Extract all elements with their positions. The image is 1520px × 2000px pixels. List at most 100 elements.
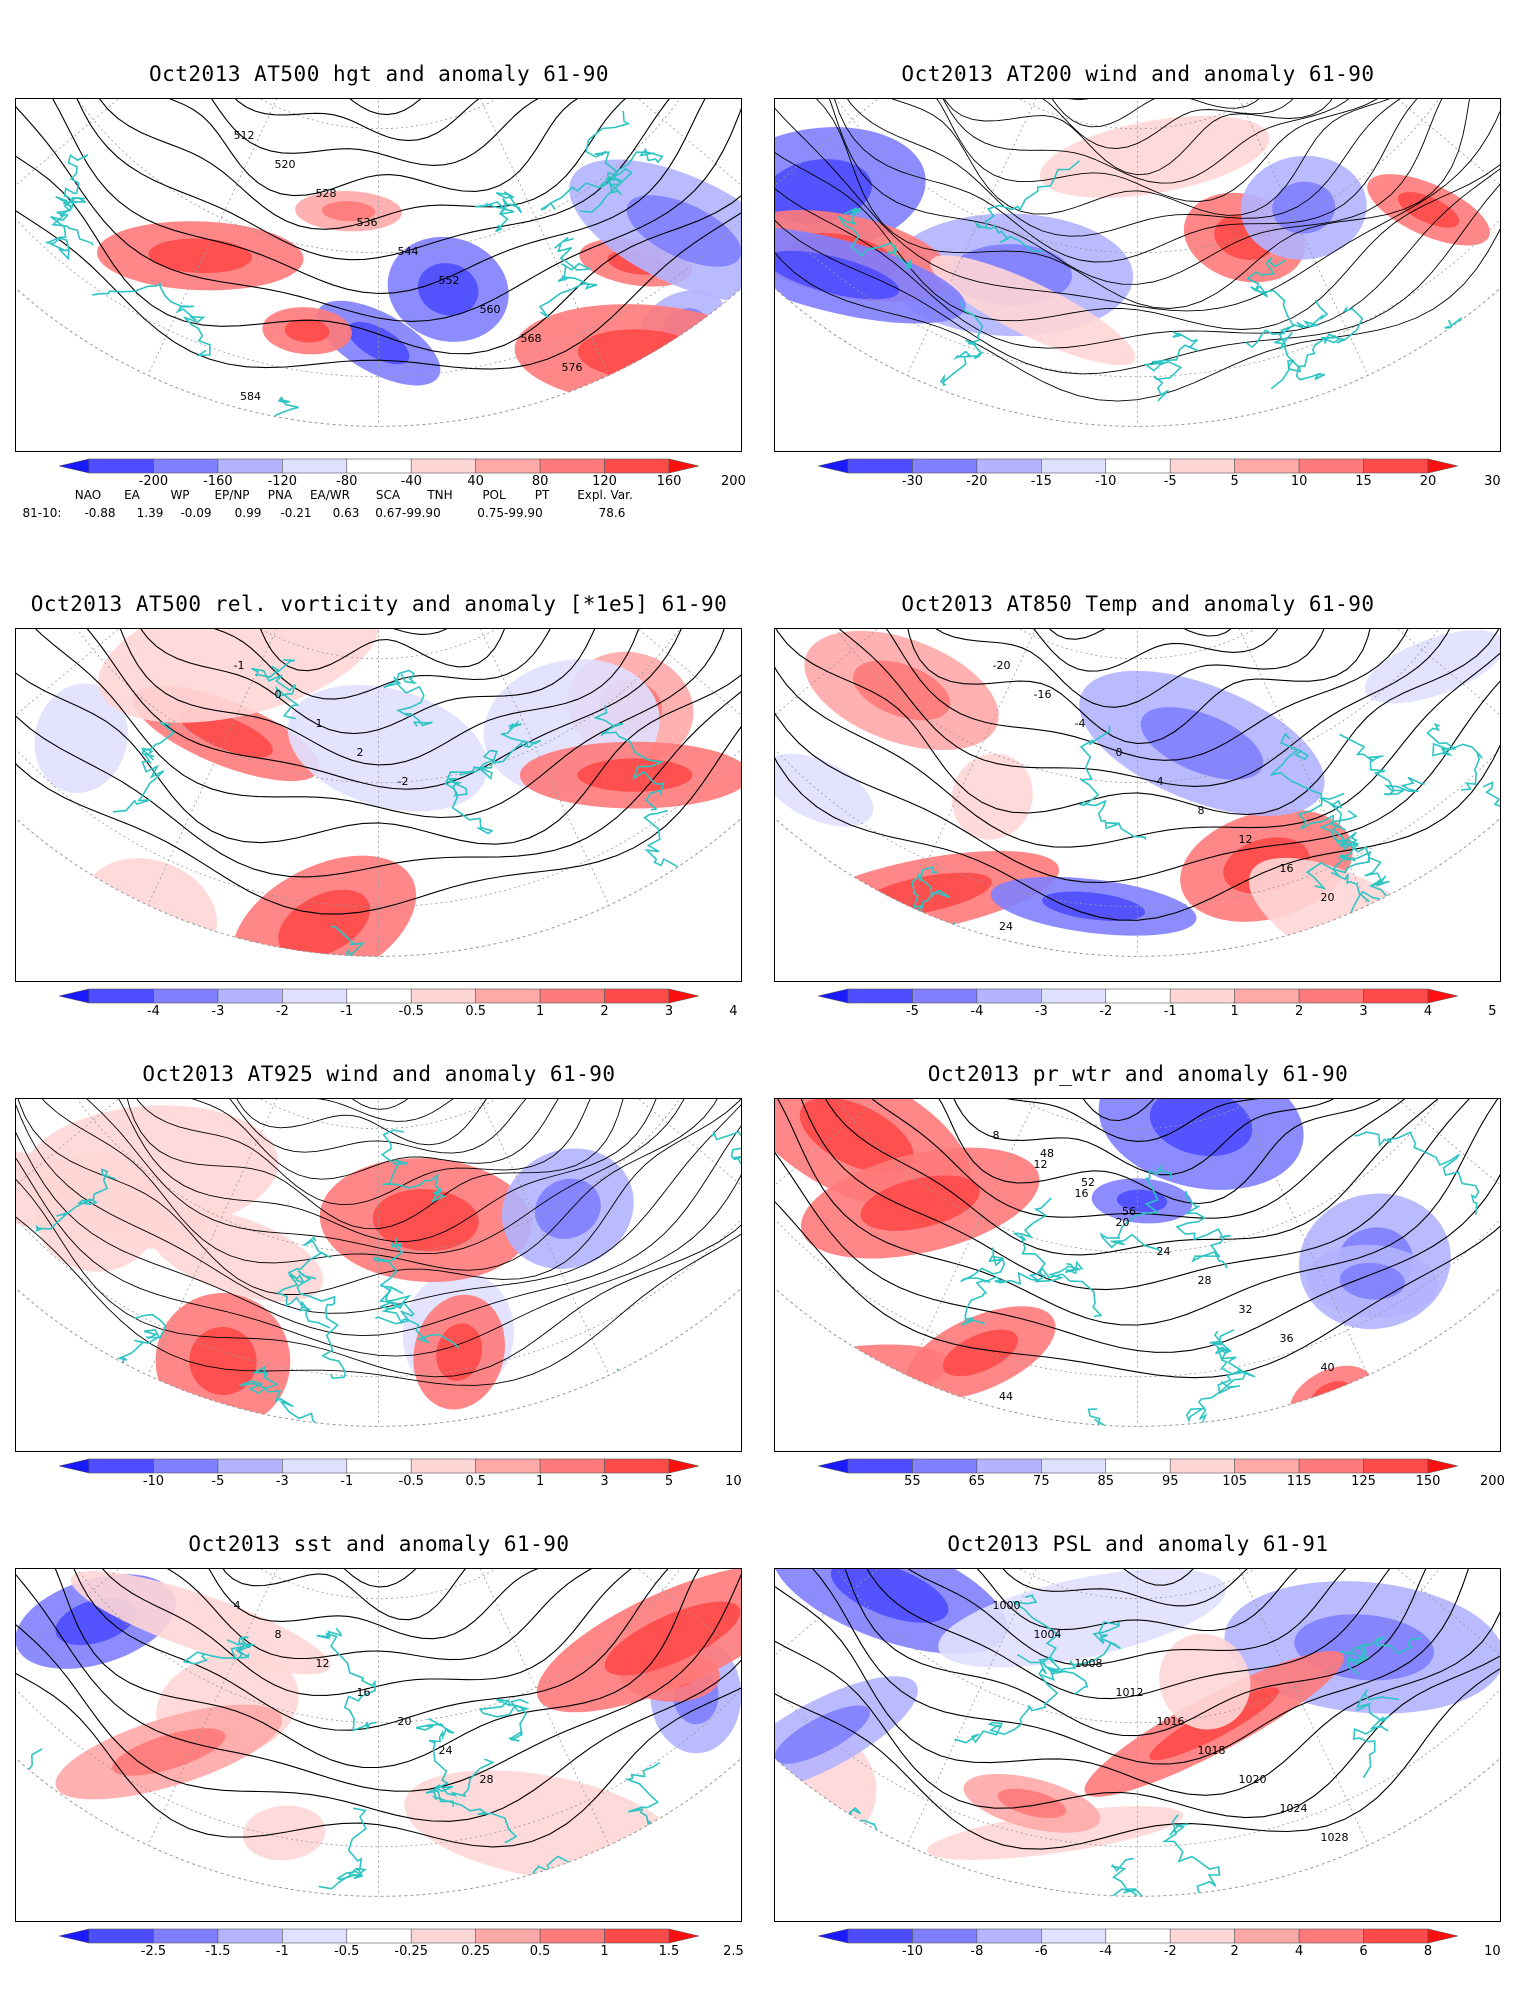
anomaly-shading xyxy=(830,1569,949,1623)
colorbar-segment xyxy=(668,988,700,1004)
contour-line xyxy=(16,1569,741,1822)
contour-line xyxy=(775,629,1500,848)
colorbar-tick-label: -4 xyxy=(146,1004,160,1019)
colorbar-segment xyxy=(153,988,219,1004)
map-panel-wind200: Oct2013 AT200 wind and anomaly 61-90 -30-… xyxy=(774,62,1502,500)
coastline xyxy=(1412,384,1465,427)
coastline xyxy=(1175,1190,1231,1269)
contour-line xyxy=(875,1099,1379,1176)
contour-label: 28 xyxy=(480,1773,494,1786)
colorbar-tick-label: -4 xyxy=(970,1004,984,1019)
index-header: EA xyxy=(124,488,140,502)
coastline xyxy=(837,207,912,271)
streamline xyxy=(933,99,1365,128)
colorbar-tick-label: 10 xyxy=(1484,1944,1501,1959)
teleconnection-index-table: NAO EA WP EP/NP PNA EA/WR SCA TNH POL PT Expl. Var… xyxy=(0,488,760,528)
contour-label: 16 xyxy=(357,1686,371,1699)
colorbar-tick-label: 3 xyxy=(1359,1004,1368,1019)
coastline xyxy=(1426,722,1483,791)
coastline xyxy=(276,1236,331,1329)
colorbar-segment xyxy=(976,458,1042,474)
colorbar-segment xyxy=(976,1458,1042,1474)
contour-line xyxy=(807,1569,1472,1737)
colorbar-segment xyxy=(1041,458,1107,474)
colorbar-segment xyxy=(282,458,348,474)
contour-line xyxy=(803,1099,1484,1256)
coastline xyxy=(1482,781,1500,930)
colorbar-segment xyxy=(1169,1458,1235,1474)
contour-line xyxy=(775,629,1500,884)
index-value: 0.99 xyxy=(234,506,262,520)
contour-line xyxy=(775,629,1500,921)
contour-line xyxy=(16,629,741,845)
colorbar-segment xyxy=(217,458,283,474)
colorbar-tick-label: 10 xyxy=(725,1474,742,1489)
colorbar-segment xyxy=(217,988,283,1004)
coastline xyxy=(239,1365,360,1427)
colorbar-svg xyxy=(817,988,1459,1004)
colorbar-segment xyxy=(475,1928,541,1944)
colorbar: -5 -4 -3 -2 -1 1 2 3 4 5 xyxy=(817,988,1497,1022)
streamline xyxy=(775,99,1500,402)
contour-label: 1012 xyxy=(1116,1686,1144,1699)
colorbar-svg xyxy=(817,1928,1459,1944)
colorbar-tick-label: -30 xyxy=(901,474,924,489)
coastline xyxy=(316,1627,377,1732)
contour-line xyxy=(775,1569,1500,1850)
coastline xyxy=(51,153,94,246)
coastline xyxy=(827,1806,880,1897)
coastline xyxy=(540,147,664,211)
contour-label: 12 xyxy=(1034,1158,1048,1171)
colorbar-tick-label: -1 xyxy=(275,1944,289,1959)
colorbar-tick-label: -2 xyxy=(1099,1004,1113,1019)
coastline xyxy=(1354,1131,1480,1215)
colorbar-tick-label: 80 xyxy=(531,474,549,489)
colorbar-segment xyxy=(58,1458,90,1474)
anomaly-shading xyxy=(347,321,410,365)
colorbar-tick-label: -20 xyxy=(966,474,988,489)
colorbar-svg xyxy=(817,458,1459,474)
colorbar-segment xyxy=(1169,988,1235,1004)
coastline xyxy=(1061,1888,1138,1897)
contour-line xyxy=(956,1099,1345,1122)
map-frame: -20 -16 -4 0 4 8 12 16 20 24 xyxy=(774,628,1501,982)
contour-label: 8 xyxy=(1198,804,1205,817)
contour-line xyxy=(17,99,739,295)
contour-line xyxy=(144,629,619,672)
anomaly-shading xyxy=(35,1152,161,1272)
colorbar-tick-label: 105 xyxy=(1222,1474,1248,1489)
colorbar-tick-label: 10 xyxy=(1290,474,1308,489)
index-header: Expl. Var. xyxy=(577,488,633,502)
colorbar-tick-label: -15 xyxy=(1030,474,1052,489)
coastline xyxy=(1291,1398,1351,1427)
contour-label: 52 xyxy=(1081,1176,1095,1189)
contour-line xyxy=(823,1099,1451,1219)
colorbar-segment xyxy=(410,1458,476,1474)
polar-map: -20 -16 -4 0 4 8 12 16 20 24 xyxy=(775,629,1500,957)
colorbar-segment xyxy=(282,1928,348,1944)
colorbar-svg xyxy=(58,1458,700,1474)
colorbar-segment xyxy=(1041,1458,1107,1474)
contour-line xyxy=(775,1569,1500,1819)
colorbar-tick-label: 20 xyxy=(1419,474,1437,489)
coastline xyxy=(1012,1594,1066,1681)
anomaly-shading xyxy=(775,250,900,300)
index-value: 0.75-99.90 xyxy=(477,506,543,520)
index-header: PT xyxy=(534,488,550,502)
map-frame: 4 8 12 16 20 24 28 xyxy=(15,1568,742,1922)
streamline xyxy=(866,99,1392,184)
contour-label: 576 xyxy=(562,361,583,374)
map-frame xyxy=(15,1098,742,1452)
colorbar-segment xyxy=(410,988,476,1004)
colorbar-segment xyxy=(1105,988,1171,1004)
contour-line xyxy=(131,629,645,700)
streamline xyxy=(16,1099,741,1337)
contour-line xyxy=(91,99,672,197)
contour-line xyxy=(180,99,569,116)
colorbar-segment xyxy=(282,988,348,1004)
latitude-circle xyxy=(889,629,1386,660)
streamline xyxy=(109,1099,670,1206)
contour-line xyxy=(858,1569,1429,1666)
index-value: -0.21 xyxy=(280,506,312,520)
coastline xyxy=(478,1698,530,1742)
